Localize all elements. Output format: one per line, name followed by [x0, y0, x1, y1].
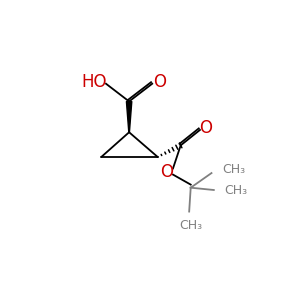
Text: CH₃: CH₃	[225, 184, 248, 196]
Text: CH₃: CH₃	[222, 164, 245, 176]
Text: HO: HO	[82, 73, 107, 91]
Text: O: O	[160, 163, 173, 181]
Text: O: O	[153, 73, 166, 91]
Polygon shape	[126, 101, 132, 132]
Text: O: O	[200, 118, 213, 136]
Text: CH₃: CH₃	[179, 219, 202, 232]
